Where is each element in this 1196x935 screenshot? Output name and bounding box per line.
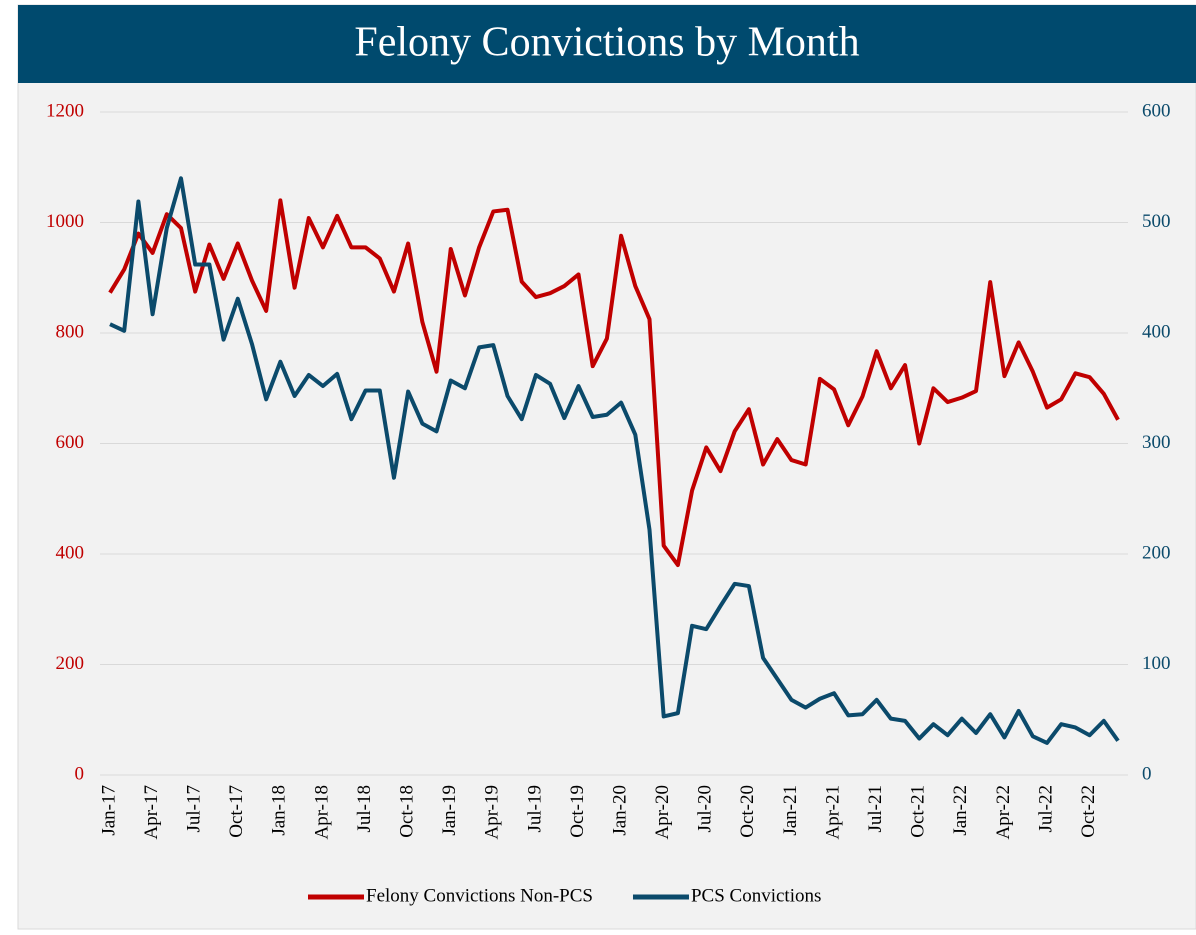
y2-tick-label: 200 (1142, 542, 1171, 563)
x-tick-label: Jul-18 (354, 785, 375, 833)
x-tick-label: Apr-20 (652, 785, 673, 840)
y-tick-label: 1200 (46, 100, 84, 121)
x-tick-label: Oct-20 (737, 785, 758, 838)
y-tick-label: 800 (56, 321, 85, 342)
legend-label: Felony Convictions Non-PCS (366, 885, 593, 906)
data-line (108, 198, 1120, 568)
chart-title: Felony Convictions by Month (354, 20, 859, 66)
x-tick-label: Apr-19 (482, 785, 503, 840)
y2-tick-label: 400 (1142, 321, 1171, 342)
x-tick-label: Oct-19 (567, 785, 588, 838)
x-tick-label: Oct-17 (226, 785, 247, 838)
x-tick-label: Jul-20 (695, 785, 716, 833)
x-tick-label: Apr-22 (993, 785, 1014, 840)
x-tick-label: Jul-17 (184, 785, 205, 833)
x-tick-label: Apr-21 (822, 785, 843, 840)
y-tick-label: 400 (56, 542, 85, 563)
x-tick-label: Jan-20 (609, 785, 630, 836)
y2-tick-label: 600 (1142, 100, 1171, 121)
title-banner (18, 5, 1196, 83)
y-tick-label: 200 (56, 653, 85, 674)
x-tick-label: Jul-21 (865, 785, 886, 833)
x-tick-label: Jul-22 (1035, 785, 1056, 833)
y-tick-label: 600 (56, 432, 85, 453)
x-tick-label: Jan-22 (950, 785, 971, 836)
legend-label: PCS Convictions (691, 885, 821, 906)
x-tick-label: Apr-17 (141, 785, 162, 840)
x-tick-label: Jan-21 (780, 785, 801, 836)
y-tick-label: 1000 (46, 211, 84, 232)
x-tick-label: Oct-22 (1078, 785, 1099, 838)
data-line (109, 176, 1120, 745)
x-tick-label: Jan-17 (98, 785, 119, 836)
x-tick-label: Oct-21 (908, 785, 929, 838)
y2-tick-label: 100 (1142, 653, 1171, 674)
y2-tick-label: 0 (1142, 763, 1152, 784)
y-tick-label: 0 (75, 763, 85, 784)
x-tick-label: Oct-18 (397, 785, 418, 838)
x-tick-label: Apr-18 (311, 785, 332, 840)
x-tick-label: Jan-19 (439, 785, 460, 836)
x-tick-label: Jan-18 (269, 785, 290, 836)
x-tick-label: Jul-19 (524, 785, 545, 833)
y2-tick-label: 300 (1142, 432, 1171, 453)
y2-tick-label: 500 (1142, 211, 1171, 232)
